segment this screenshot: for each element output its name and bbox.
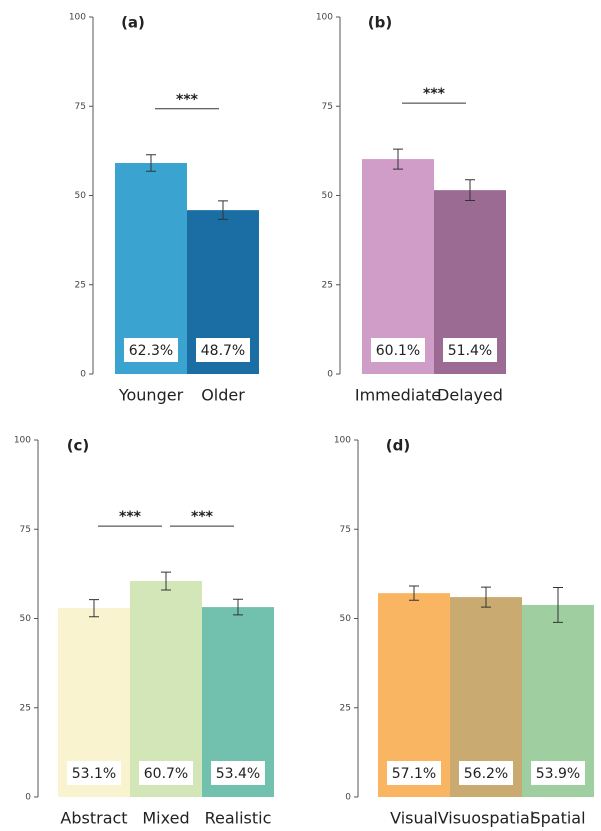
value-label: 48.7% [201, 343, 245, 359]
label-box [443, 338, 497, 362]
label-box [124, 338, 178, 362]
error-bar [218, 200, 228, 220]
y-tick-label: 50 [75, 191, 87, 201]
significance-label: *** [191, 509, 214, 525]
panel: 0 25 50 75 100 60.1% Immediate 51.4% Delayed (b) *… [316, 13, 506, 405]
y-tick-label: 25 [20, 703, 31, 713]
y-tick-label: 50 [340, 614, 352, 624]
value-label: 56.2% [464, 766, 508, 782]
y-tick-label: 50 [322, 191, 334, 201]
y-tick-label: 25 [75, 280, 86, 290]
label-box [387, 761, 441, 785]
error-bar [233, 598, 243, 616]
x-tick-label: Visuospatial [438, 809, 535, 828]
label-box [371, 338, 425, 362]
value-label: 60.7% [144, 766, 188, 782]
y-tick-label: 75 [322, 102, 333, 112]
y-tick-label: 0 [327, 370, 333, 380]
y-tick-label: 100 [14, 436, 31, 446]
value-label: 57.1% [392, 766, 436, 782]
x-tick-label: Visual [390, 809, 438, 828]
significance-label: *** [119, 509, 142, 525]
y-tick-label: 25 [322, 280, 333, 290]
error-bar [393, 148, 403, 170]
y-tick-label: 50 [20, 614, 32, 624]
chart-title: (c) [67, 437, 90, 455]
error-bar [89, 599, 99, 618]
value-label: 51.4% [448, 343, 492, 359]
error-bar [553, 586, 563, 623]
value-label: 53.9% [536, 766, 580, 782]
label-box [531, 761, 585, 785]
y-tick-label: 75 [340, 525, 351, 535]
label-box [211, 761, 265, 785]
value-label: 53.1% [72, 766, 116, 782]
error-bar [465, 179, 475, 201]
label-box [139, 761, 193, 785]
label-box [196, 338, 250, 362]
significance-label: *** [176, 92, 199, 108]
chart-title: (d) [386, 437, 410, 455]
x-tick-label: Realistic [205, 809, 272, 828]
y-tick-label: 75 [20, 525, 31, 535]
y-tick-label: 0 [345, 793, 351, 803]
panel: 0 25 50 75 100 57.1% Visual 56.2% Visuospatial 53… [334, 436, 594, 828]
significance-label: *** [423, 86, 446, 102]
value-label: 62.3% [129, 343, 173, 359]
x-tick-label: Spatial [530, 809, 585, 828]
error-bar [409, 585, 419, 601]
y-tick-label: 25 [340, 703, 351, 713]
x-tick-label: Older [201, 386, 245, 405]
y-tick-label: 75 [75, 102, 86, 112]
x-tick-label: Immediate [355, 386, 441, 405]
y-tick-label: 100 [334, 436, 351, 446]
value-label: 60.1% [376, 343, 420, 359]
x-tick-label: Mixed [142, 809, 189, 828]
chart-title: (a) [121, 14, 145, 32]
value-label: 53.4% [216, 766, 260, 782]
chart-title: (b) [368, 14, 392, 32]
label-box [67, 761, 121, 785]
x-tick-label: Delayed [437, 386, 503, 405]
panel: 0 25 50 75 100 53.1% Abstract 60.7% Mixed 53.4% Re… [14, 436, 274, 828]
error-bar [146, 154, 156, 172]
y-tick-label: 100 [316, 13, 333, 23]
y-tick-label: 0 [25, 793, 31, 803]
y-tick-label: 100 [69, 13, 86, 23]
y-tick-label: 0 [80, 370, 86, 380]
panel: 0 25 50 75 100 62.3% Younger 48.7% Older (a) *** [69, 13, 259, 405]
x-tick-label: Abstract [60, 809, 127, 828]
error-bar [481, 586, 491, 608]
label-box [459, 761, 513, 785]
x-tick-label: Younger [118, 386, 184, 405]
error-bar [161, 571, 171, 591]
